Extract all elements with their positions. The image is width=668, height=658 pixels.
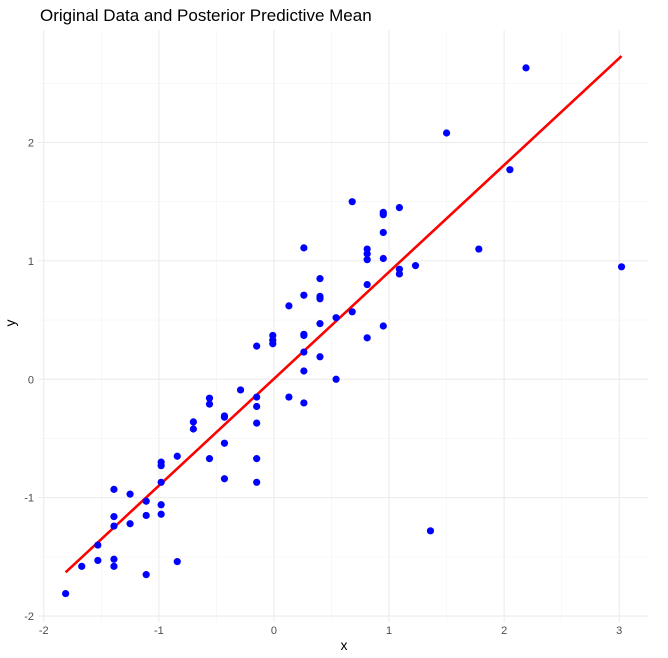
data-point: [300, 367, 308, 375]
data-point: [220, 439, 229, 447]
data-point: [379, 322, 387, 330]
data-point: [300, 399, 308, 407]
data-point: [142, 571, 150, 579]
data-point: [316, 275, 324, 283]
data-point: [363, 334, 371, 342]
data-point: [363, 280, 371, 289]
data-point: [442, 129, 451, 137]
data-point: [332, 375, 340, 383]
data-point: [253, 455, 261, 463]
data-point: [475, 245, 483, 253]
data-point: [522, 64, 530, 72]
data-point: [348, 308, 356, 316]
data-point: [253, 419, 261, 427]
data-point: [253, 478, 261, 486]
data-point: [332, 314, 340, 322]
data-point: [157, 510, 165, 518]
data-point: [395, 204, 403, 212]
data-point: [142, 511, 150, 520]
y-tick-label: 1: [28, 256, 34, 268]
data-point: [220, 475, 229, 483]
data-points: [62, 64, 626, 598]
data-point: [426, 527, 435, 535]
data-point: [617, 263, 626, 271]
y-tick-label: 2: [28, 137, 34, 149]
y-tick-label: 0: [28, 374, 34, 386]
x-tick-label: 3: [616, 625, 622, 637]
data-point: [157, 462, 165, 470]
data-point: [379, 254, 387, 263]
data-point: [110, 513, 118, 521]
data-point: [285, 393, 293, 401]
data-point: [110, 562, 118, 570]
grid: [38, 30, 648, 622]
data-point: [300, 331, 308, 340]
data-point: [62, 589, 70, 598]
data-point: [506, 166, 514, 174]
x-tick-label: 2: [501, 625, 507, 637]
data-point: [94, 556, 102, 565]
data-point: [379, 228, 387, 237]
data-point: [269, 340, 277, 348]
x-tick-label: 1: [386, 625, 392, 637]
data-point: [126, 520, 134, 528]
data-point: [205, 400, 214, 408]
chart-title: Original Data and Posterior Predictive M…: [40, 6, 372, 25]
data-point: [363, 256, 371, 264]
data-point: [300, 291, 308, 299]
data-point: [173, 452, 181, 460]
data-point: [316, 320, 324, 328]
y-tick-label: -2: [24, 611, 34, 623]
data-point: [110, 485, 118, 493]
data-point: [110, 555, 118, 563]
x-axis-ticks: -2 -1 0 1 2 3: [39, 625, 622, 637]
data-point: [253, 342, 261, 350]
y-axis-ticks: -2 -1 0 1 2: [24, 137, 34, 623]
posterior-mean-line: [64, 55, 623, 574]
data-point: [411, 262, 420, 270]
y-tick-label: -1: [24, 493, 34, 505]
data-point: [300, 244, 308, 252]
x-tick-label: -1: [154, 625, 164, 637]
data-point: [142, 497, 150, 505]
data-point: [189, 418, 197, 426]
data-point: [205, 394, 214, 402]
data-point: [236, 386, 245, 394]
data-point: [157, 478, 165, 486]
data-point: [363, 250, 371, 258]
x-tick-label: -2: [39, 625, 49, 637]
data-point: [189, 425, 197, 433]
data-point: [157, 501, 165, 509]
data-point: [253, 402, 261, 411]
data-point: [285, 302, 293, 310]
data-point: [220, 413, 229, 421]
x-tick-label: 0: [271, 625, 277, 637]
data-point: [78, 562, 86, 570]
y-axis-label: y: [2, 320, 18, 327]
data-point: [126, 490, 134, 498]
data-point: [110, 522, 118, 530]
data-point: [316, 295, 324, 303]
x-axis-label: x: [341, 637, 348, 653]
data-point: [94, 541, 102, 549]
data-point: [379, 211, 387, 219]
data-point: [348, 198, 356, 206]
data-point: [205, 455, 214, 463]
data-point: [395, 270, 403, 278]
data-point: [253, 393, 261, 401]
data-point: [173, 558, 181, 566]
data-point: [300, 348, 308, 356]
posterior-mean-line-path: [64, 55, 623, 574]
data-point: [316, 353, 324, 361]
